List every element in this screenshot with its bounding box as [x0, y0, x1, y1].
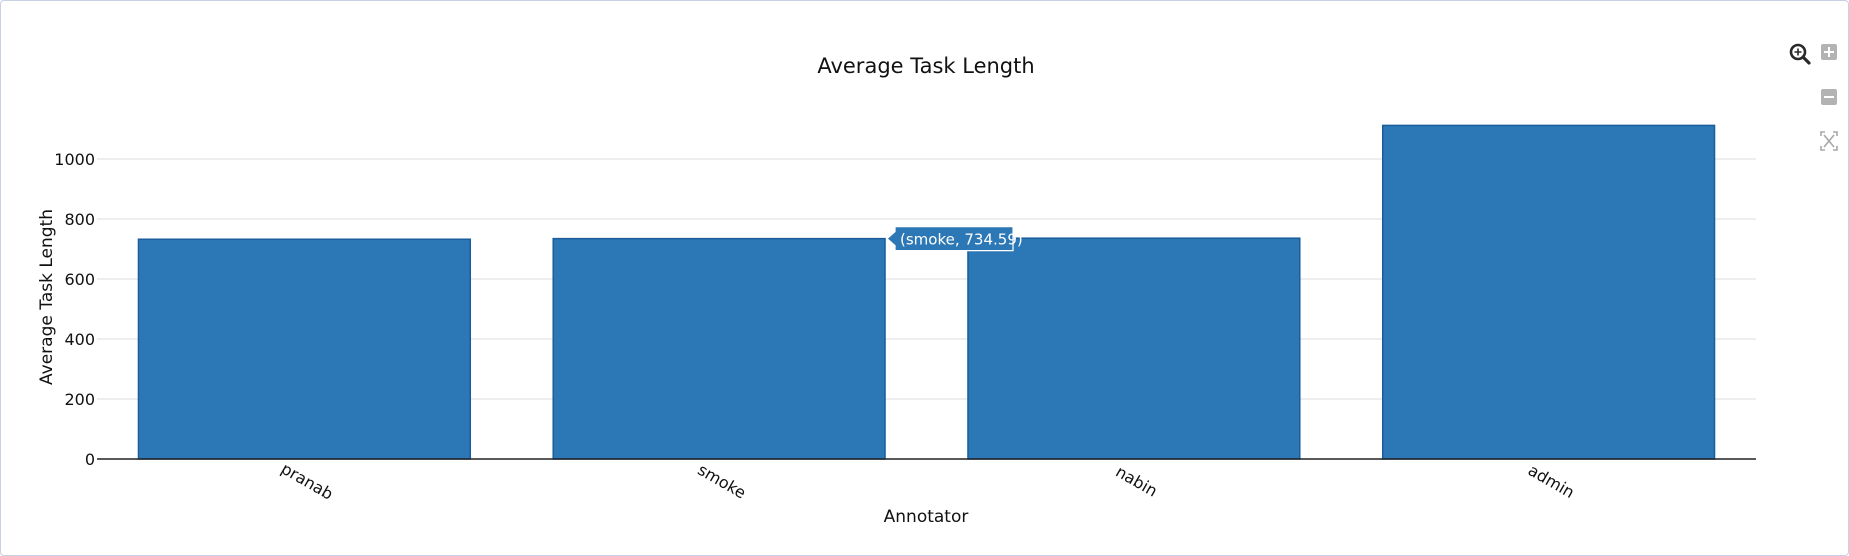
reset-zoom-icon[interactable] [1820, 131, 1838, 151]
x-tick-label: nabin [1113, 462, 1161, 501]
bars [137, 124, 1716, 460]
zoom-icon[interactable] [1789, 43, 1811, 65]
y-tick-label: 1000 [54, 150, 95, 169]
x-tick-label: admin [1525, 460, 1578, 502]
y-axis-title: Average Task Length [37, 209, 57, 385]
x-tick-label: pranab [278, 459, 337, 504]
bar-pranab[interactable] [137, 238, 472, 460]
hover-tooltip: (smoke, 734.59) [886, 226, 1023, 252]
zoom-in-icon[interactable] [1821, 44, 1837, 60]
bar-nabin[interactable] [967, 237, 1301, 460]
y-tick-label: 800 [64, 210, 95, 229]
x-axis-title: Annotator [884, 507, 969, 527]
chart-toolbar [1789, 43, 1838, 151]
y-tick-label: 400 [64, 330, 95, 349]
y-tick-label: 200 [64, 390, 95, 409]
tooltip-text: (smoke, 734.59) [900, 231, 1023, 249]
y-tick-label: 600 [64, 270, 95, 289]
y-axis-ticks: 0 200 400 600 800 1000 [54, 150, 95, 469]
x-tick-label: smoke [695, 460, 750, 503]
chart-title: Average Task Length [817, 54, 1034, 78]
bar-smoke[interactable] [552, 237, 886, 460]
bar-admin[interactable] [1381, 124, 1716, 460]
x-axis-ticks: pranab smoke nabin admin [278, 459, 1578, 504]
zoom-out-icon[interactable] [1821, 89, 1837, 105]
tooltip-box [886, 226, 1014, 252]
y-tick-label: 0 [85, 450, 95, 469]
